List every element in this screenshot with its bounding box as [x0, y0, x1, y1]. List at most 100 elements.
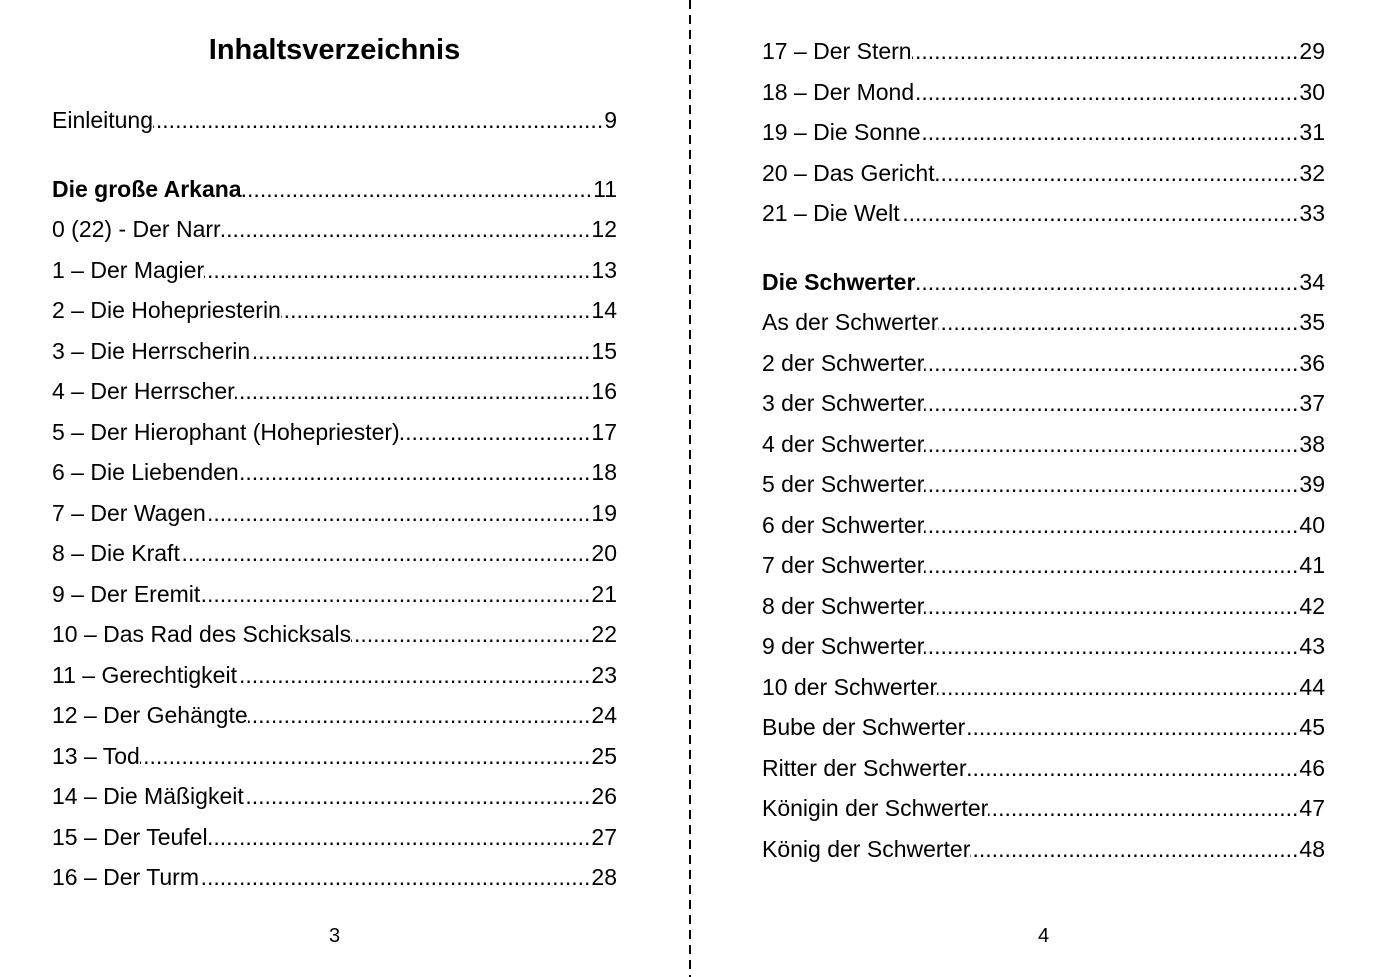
- toc-dot-leader: ........................................…: [924, 633, 1299, 659]
- toc-entry-label: Ritter der Schwerter: [762, 754, 967, 781]
- toc-entries-left: Einleitung..............................…: [52, 100, 617, 898]
- toc-entry-label: 16 – Der Turm: [52, 864, 199, 890]
- toc-row: As der Schwerter........................…: [762, 302, 1325, 343]
- toc-row: 20 – Das Gericht........................…: [762, 153, 1325, 194]
- toc-row: 14 – Die Mäßigkeit......................…: [52, 776, 617, 817]
- toc-entry-page: 17: [591, 418, 617, 445]
- toc-entry-page: 13: [591, 256, 617, 283]
- toc-entry-page: 25: [591, 742, 617, 769]
- toc-entry-label: 3 – Die Herrscherin: [52, 337, 251, 364]
- toc-row: 9 – Der Eremit..........................…: [52, 574, 617, 615]
- toc-entry-label: 7 der Schwerter: [762, 552, 925, 578]
- toc-row: Die Schwerter...........................…: [762, 262, 1325, 303]
- toc-entry-page: 23: [591, 661, 617, 688]
- toc-dot-leader: ........................................…: [900, 200, 1299, 226]
- toc-entry-label: 12 – Der Gehängte: [52, 702, 248, 728]
- toc-entry-label: 3 der Schwerter: [762, 390, 925, 416]
- toc-entry-label: 7 – Der Wagen: [52, 499, 206, 526]
- toc-dot-leader: ........................................…: [153, 107, 604, 133]
- toc-row: 12 – Der Gehängte.......................…: [52, 695, 617, 736]
- toc-entry-label: 6 – Die Liebenden: [52, 459, 239, 485]
- toc-dot-leader: ........................................…: [399, 418, 591, 445]
- toc-entry-label: Die Schwerter: [762, 268, 916, 295]
- toc-dot-leader: ........................................…: [204, 256, 591, 283]
- toc-dot-leader: ........................................…: [235, 378, 591, 404]
- toc-dot-leader: ........................................…: [248, 702, 591, 728]
- page-title: Inhaltsverzeichnis: [208, 34, 461, 66]
- toc-dot-leader: ........................................…: [934, 159, 1299, 186]
- toc-entry-page: 38: [1299, 430, 1325, 457]
- toc-dot-leader: ........................................…: [207, 823, 591, 850]
- toc-row: 7 – Der Wagen...........................…: [52, 493, 617, 534]
- toc-entry-page: 28: [591, 864, 617, 890]
- toc-dot-leader: ........................................…: [924, 511, 1299, 538]
- toc-entry-page: 12: [591, 216, 617, 242]
- toc-entry-label: 20 – Das Gericht: [762, 159, 935, 186]
- toc-entry-label: 0 (22) - Der Narr: [52, 216, 221, 242]
- toc-row: 11 – Gerechtigkeit......................…: [52, 655, 617, 696]
- toc-dot-leader: ........................................…: [970, 835, 1299, 862]
- toc-dot-leader: ........................................…: [914, 78, 1299, 105]
- toc-entry-page: 29: [1299, 38, 1325, 64]
- toc-entry-label: As der Schwerter: [762, 309, 939, 335]
- toc-entry-label: 19 – Die Sonne: [762, 119, 921, 145]
- toc-entry-page: 43: [1299, 633, 1325, 659]
- toc-row: 3 – Die Herrscherin.....................…: [52, 331, 617, 372]
- toc-entry-page: 42: [1299, 592, 1325, 619]
- toc-entry-label: 5 – Der Hierophant (Hohepriester): [52, 418, 400, 445]
- toc-entry-label: 5 der Schwerter: [762, 471, 925, 497]
- toc-row: König der Schwerter.....................…: [762, 829, 1325, 870]
- toc-dot-leader: ........................................…: [912, 38, 1299, 64]
- toc-row: 10 – Das Rad des Schicksals.............…: [52, 614, 617, 655]
- toc-entry-page: 44: [1299, 673, 1325, 700]
- toc-entry-page: 11: [593, 175, 617, 202]
- toc-row: 8 – Die Kraft...........................…: [52, 533, 617, 574]
- toc-dot-leader: ........................................…: [938, 309, 1299, 335]
- toc-row: 4 der Schwerter.........................…: [762, 424, 1325, 465]
- toc-dot-leader: ........................................…: [920, 119, 1299, 145]
- toc-entry-label: 2 der Schwerter: [762, 349, 925, 376]
- toc-dot-leader: ........................................…: [965, 714, 1299, 740]
- toc-entries-right: 17 – Der Stern..........................…: [762, 31, 1325, 869]
- toc-dot-leader: ........................................…: [924, 349, 1299, 376]
- toc-dot-leader: ........................................…: [924, 471, 1299, 497]
- toc-entry-page: 22: [591, 621, 617, 647]
- toc-row: 5 – Der Hierophant (Hohepriester).......…: [52, 412, 617, 453]
- toc-entry-label: 4 der Schwerter: [762, 430, 925, 457]
- toc-entry-page: 30: [1299, 78, 1325, 105]
- toc-entry-page: 24: [591, 702, 617, 728]
- toc-row: Die große Arkana........................…: [52, 169, 617, 210]
- toc-entry-label: 13 – Tod: [52, 742, 140, 769]
- toc-entry-page: 20: [591, 540, 617, 566]
- toc-page-right: 17 – Der Stern..........................…: [691, 0, 1380, 977]
- toc-entry-label: 21 – Die Welt: [762, 200, 900, 226]
- toc-entry-page: 36: [1299, 349, 1325, 376]
- toc-entry-label: 18 – Der Mond: [762, 78, 915, 105]
- toc-row: Königin der Schwerter...................…: [762, 788, 1325, 829]
- toc-entry-page: 32: [1299, 159, 1325, 186]
- toc-entry-page: 33: [1299, 200, 1325, 226]
- toc-row: 2 – Die Hohepriesterin..................…: [52, 290, 617, 331]
- toc-row: 4 – Der Herrscher.......................…: [52, 371, 617, 412]
- toc-entry-page: 27: [591, 823, 617, 850]
- toc-row: Einleitung..............................…: [52, 100, 617, 141]
- toc-row: Bube der Schwerter......................…: [762, 707, 1325, 748]
- toc-entry-page: 37: [1299, 390, 1325, 416]
- toc-row: 0 (22) - Der Narr.......................…: [52, 209, 617, 250]
- toc-dot-leader: ........................................…: [281, 297, 591, 323]
- toc-entry-label: 6 der Schwerter: [762, 511, 925, 538]
- toc-dot-leader: ........................................…: [988, 795, 1299, 821]
- toc-entry-page: 18: [591, 459, 617, 485]
- toc-dot-leader: ........................................…: [180, 540, 591, 566]
- toc-dot-leader: ........................................…: [241, 175, 593, 202]
- toc-entry-page: 40: [1299, 511, 1325, 538]
- toc-dot-leader: ........................................…: [238, 459, 591, 485]
- toc-dot-leader: ........................................…: [351, 621, 591, 647]
- toc-dot-leader: ........................................…: [924, 430, 1299, 457]
- toc-entry-label: 2 – Die Hohepriesterin: [52, 297, 281, 323]
- toc-entry-label: 8 – Die Kraft: [52, 540, 180, 566]
- page-number-right: 4: [1037, 925, 1050, 947]
- toc-row: 3 der Schwerter.........................…: [762, 383, 1325, 424]
- toc-dot-leader: ........................................…: [140, 742, 591, 769]
